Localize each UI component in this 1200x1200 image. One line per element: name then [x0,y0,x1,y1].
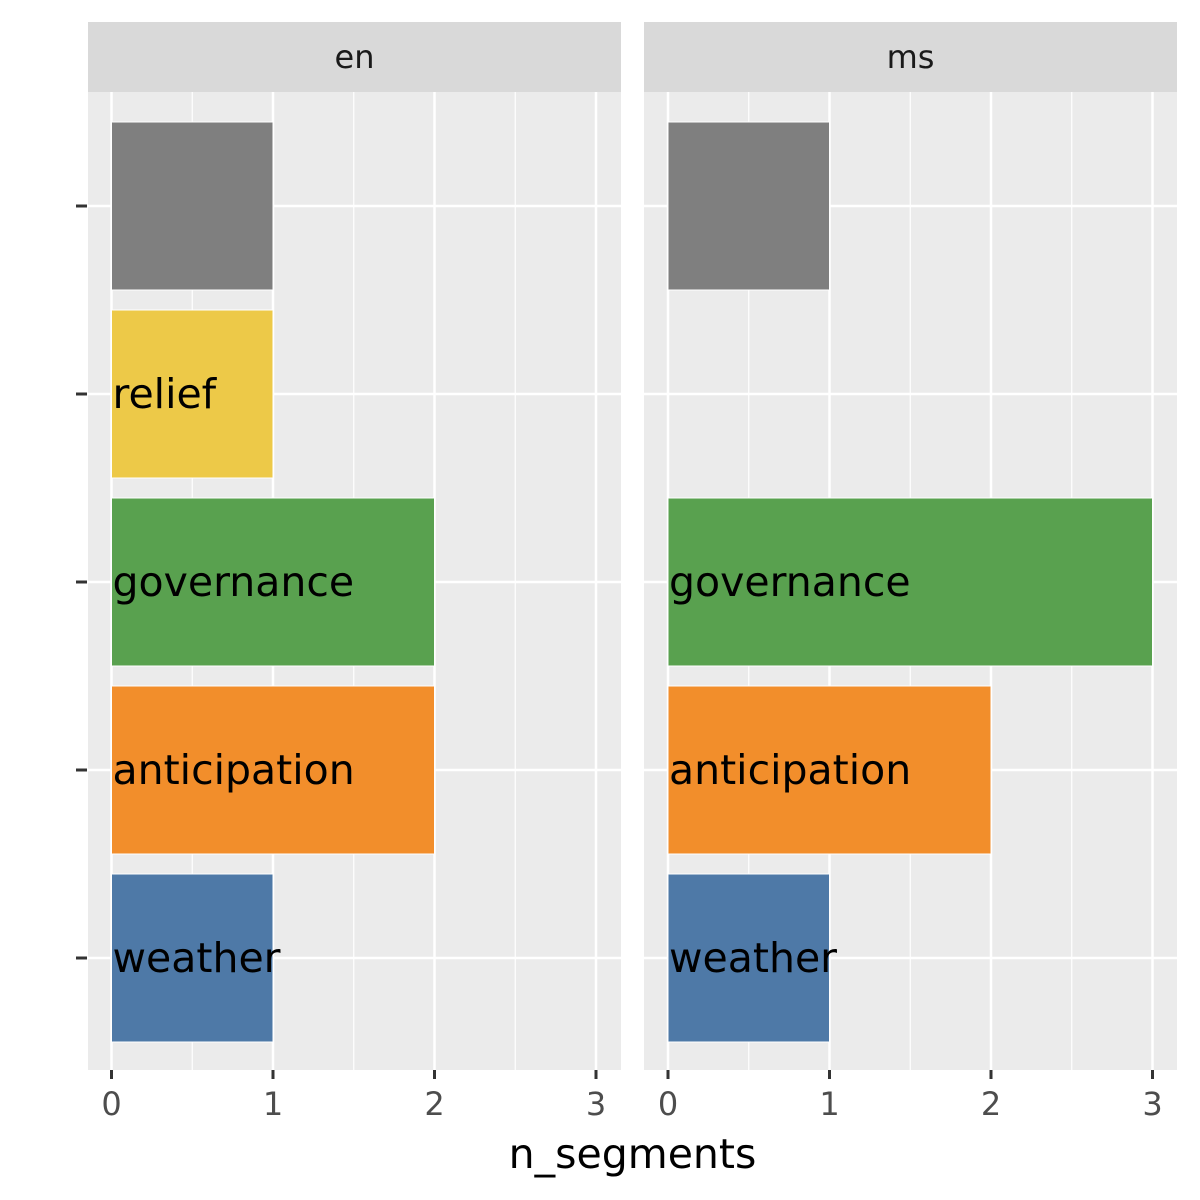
x-tick-label: 0 [658,1085,678,1123]
bar-relief [111,309,274,479]
bar-label-relief: relief [113,370,218,418]
bars: weather anticipation governance relief [111,121,435,1043]
bar-label-governance: governance [669,558,911,606]
bar-label-governance: governance [113,558,355,606]
facet-strip-ms [644,22,1177,92]
bar-weather [667,873,830,1043]
x-tick-label: 3 [1142,1085,1162,1123]
facet-strip-label: en [335,38,375,76]
bar-weather [111,873,274,1043]
x-tick-label: 2 [424,1085,444,1123]
facet-strip-label: ms [887,38,935,76]
x-tick-label: 1 [263,1085,283,1123]
facet-panels: en weather anticipation governance relief 0 1 2… [88,22,1177,1123]
x-tick-label: 1 [819,1085,839,1123]
bar-anticipation [667,685,992,855]
bar-label-anticipation: anticipation [669,746,911,794]
y-axis-ticks [76,204,87,960]
facet-panel-ms: ms weather anticipation governance 0 1 2 3 [644,22,1177,1123]
bar-governance [667,497,1153,667]
bar-label-weather: weather [669,934,837,982]
facet-strip-en [88,22,621,92]
bars: weather anticipation governance [667,121,1153,1043]
x-axis-title: n_segments [509,1130,757,1178]
x-axis: 0 1 2 3 [101,1070,606,1123]
bar-other [667,121,830,291]
bar-governance [111,497,435,667]
bar-other [111,121,274,291]
bar-label-anticipation: anticipation [113,746,355,794]
x-tick-label: 2 [981,1085,1001,1123]
x-tick-label: 3 [586,1085,606,1123]
bar-label-weather: weather [113,934,281,982]
facet-panel-en: en weather anticipation governance relief 0 1 2… [88,22,621,1123]
bar-anticipation [111,685,435,855]
x-axis: 0 1 2 3 [658,1070,1163,1123]
x-tick-label: 0 [101,1085,121,1123]
